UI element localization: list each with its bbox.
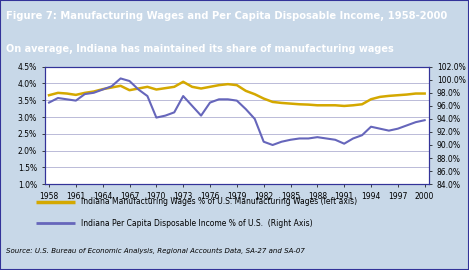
Text: Figure 7: Manufacturing Wages and Per Capita Disposable Income, 1958-2000: Figure 7: Manufacturing Wages and Per Ca… xyxy=(6,11,447,22)
Text: Source: U.S. Bureau of Economic Analysis, Regional Accounts Data, SA-27 and SA-0: Source: U.S. Bureau of Economic Analysis… xyxy=(6,248,304,254)
Text: Indiana Manufacturing Wages % of U.S. Manufacturing Wages (left axis): Indiana Manufacturing Wages % of U.S. Ma… xyxy=(81,197,357,206)
Text: On average, Indiana has maintained its share of manufacturing wages: On average, Indiana has maintained its s… xyxy=(6,43,393,54)
Text: Indiana Per Capita Disposable Income % of U.S.  (Right Axis): Indiana Per Capita Disposable Income % o… xyxy=(81,219,313,228)
